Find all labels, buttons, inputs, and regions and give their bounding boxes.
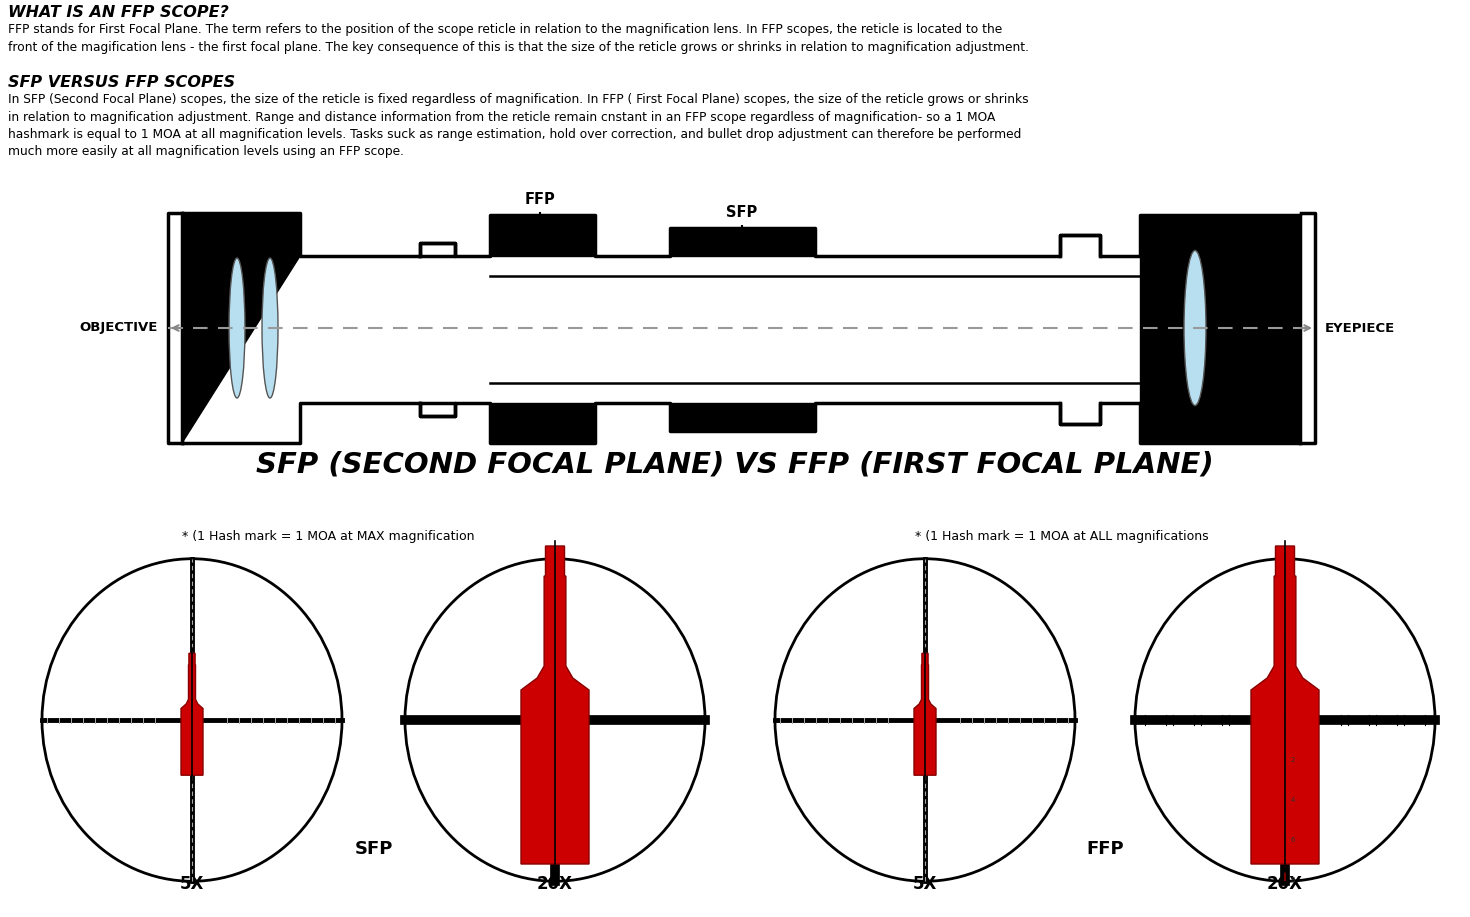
Text: FFP: FFP: [1086, 840, 1123, 858]
Text: EYEPIECE: EYEPIECE: [1324, 322, 1395, 335]
Ellipse shape: [229, 258, 245, 398]
Text: SFP: SFP: [354, 840, 392, 858]
Text: * (1 Hash mark = 1 MOA at ALL magnifications: * (1 Hash mark = 1 MOA at ALL magnificat…: [914, 530, 1208, 543]
Text: 5X: 5X: [913, 875, 938, 893]
Text: FFP: FFP: [525, 192, 556, 207]
Text: In SFP (Second Focal Plane) scopes, the size of the reticle is fixed regardless : In SFP (Second Focal Plane) scopes, the …: [7, 93, 1029, 159]
Text: 20X: 20X: [537, 875, 573, 893]
Polygon shape: [490, 403, 595, 443]
Ellipse shape: [262, 258, 278, 398]
Text: SFP: SFP: [726, 205, 757, 220]
Ellipse shape: [1183, 250, 1205, 405]
Text: OBJECTIVE: OBJECTIVE: [79, 322, 157, 335]
Text: SFP (SECOND FOCAL PLANE) VS FFP (FIRST FOCAL PLANE): SFP (SECOND FOCAL PLANE) VS FFP (FIRST F…: [256, 450, 1214, 478]
Polygon shape: [490, 215, 595, 256]
Text: 8: 8: [1291, 877, 1295, 883]
Text: 20X: 20X: [1267, 875, 1302, 893]
Polygon shape: [670, 228, 814, 256]
Text: 6: 6: [1291, 837, 1295, 843]
Polygon shape: [1141, 215, 1299, 443]
Polygon shape: [520, 546, 589, 864]
Polygon shape: [1251, 546, 1319, 864]
Polygon shape: [182, 213, 1299, 443]
Text: FFP stands for First Focal Plane. The term refers to the position of the scope r: FFP stands for First Focal Plane. The te…: [7, 23, 1029, 53]
Polygon shape: [670, 403, 814, 431]
Text: 5X: 5X: [179, 875, 204, 893]
Text: 4: 4: [1291, 797, 1295, 803]
Polygon shape: [914, 653, 936, 775]
Polygon shape: [182, 213, 300, 443]
Text: SFP VERSUS FFP SCOPES: SFP VERSUS FFP SCOPES: [7, 75, 235, 90]
Text: WHAT IS AN FFP SCOPE?: WHAT IS AN FFP SCOPE?: [7, 5, 229, 20]
Text: * (1 Hash mark = 1 MOA at MAX magnification: * (1 Hash mark = 1 MOA at MAX magnificat…: [182, 530, 475, 543]
Polygon shape: [181, 653, 203, 775]
Text: 2: 2: [1291, 757, 1295, 763]
